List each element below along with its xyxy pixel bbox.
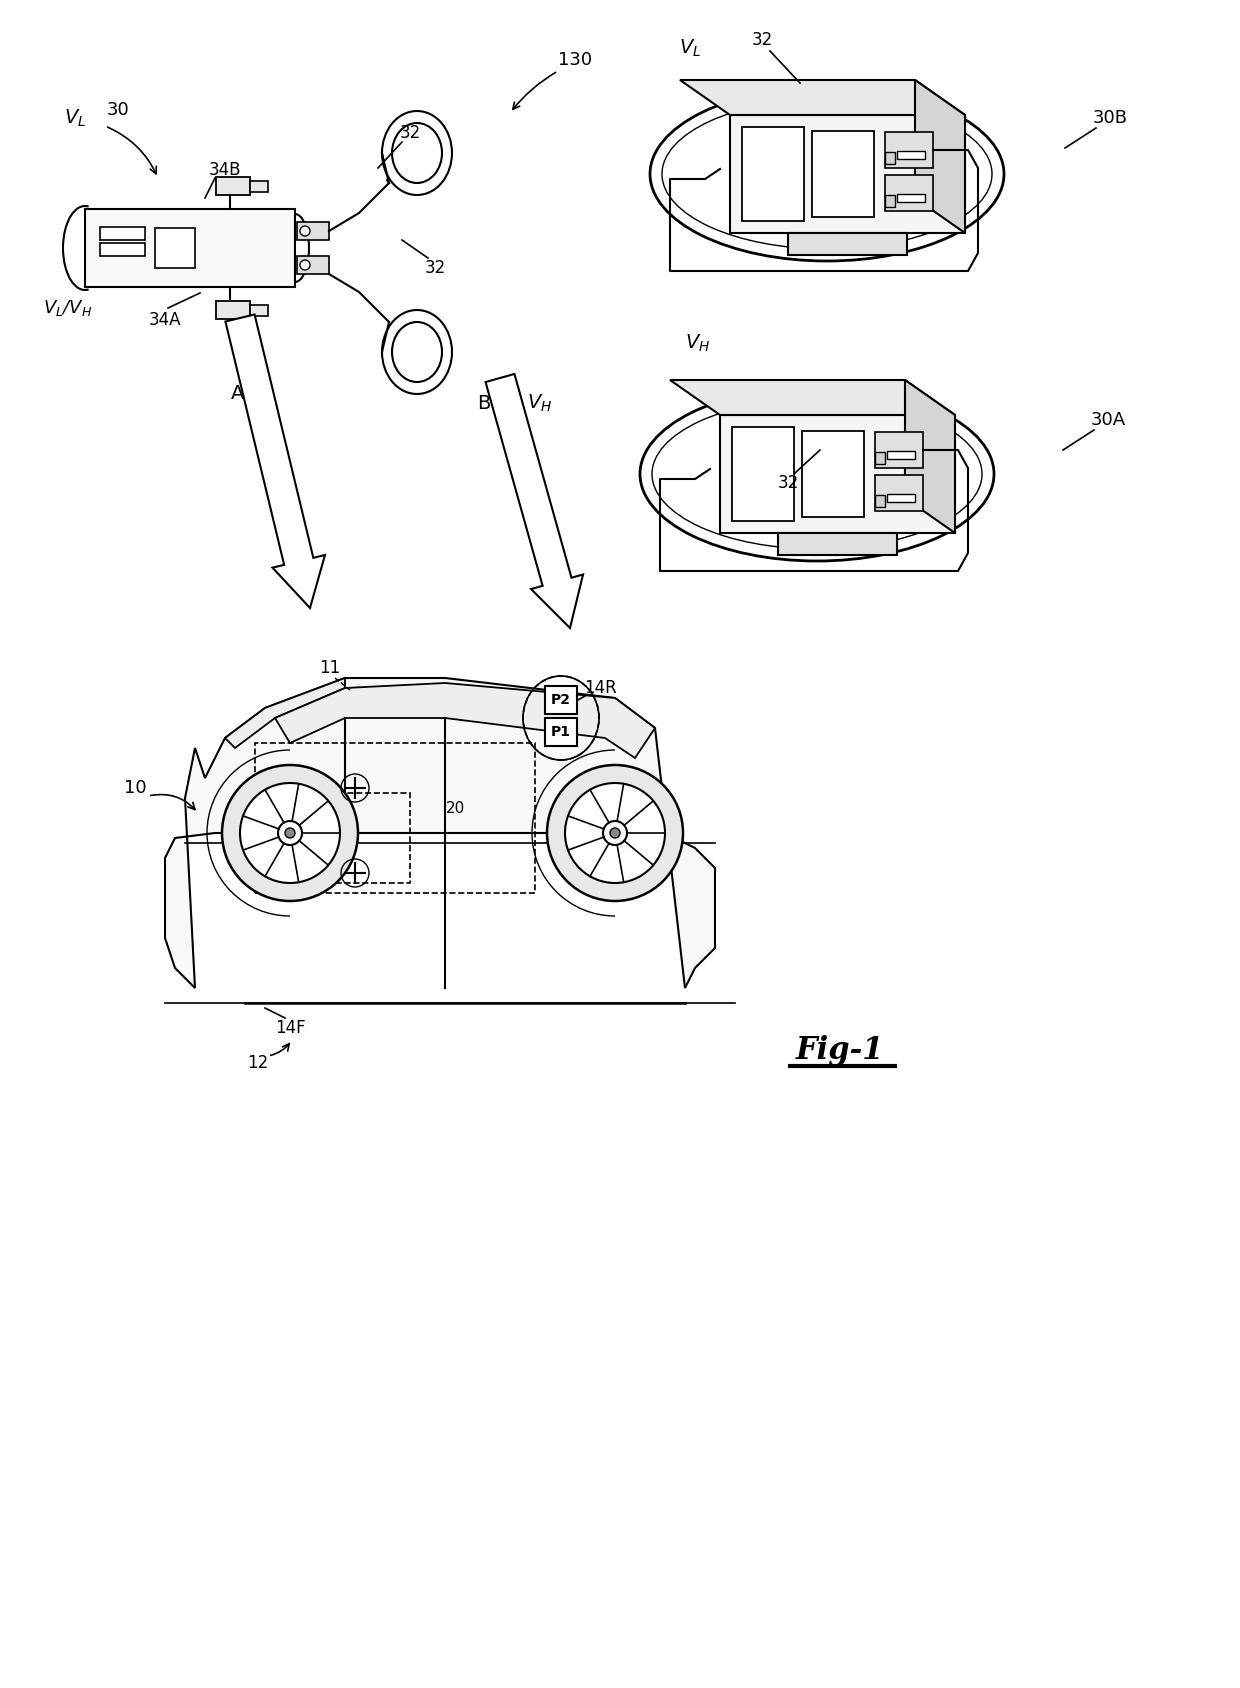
Bar [546,717,577,746]
Bar [742,127,804,221]
Ellipse shape [603,820,627,846]
Bar [216,177,250,196]
Bar [250,181,268,192]
Bar [885,176,932,211]
Polygon shape [777,533,897,555]
Bar [887,451,915,459]
Text: 14F: 14F [275,1020,305,1036]
Bar [100,226,145,240]
Text: 22: 22 [310,836,330,851]
Text: 20: 20 [445,800,465,815]
Bar [155,228,195,268]
Bar [897,194,925,203]
Text: $V_L$: $V_L$ [64,108,86,128]
Ellipse shape [241,783,340,883]
Text: $V_L$/$V_H$: $V_L$/$V_H$ [43,299,93,317]
Polygon shape [224,679,345,748]
Text: 32: 32 [424,258,445,277]
Bar [897,150,925,159]
Ellipse shape [285,829,295,837]
Polygon shape [905,380,955,533]
Text: 30B: 30B [1092,110,1127,127]
Text: 10: 10 [124,778,146,797]
Text: 30A: 30A [1090,410,1126,429]
Text: 32: 32 [751,30,773,49]
Text: 32: 32 [399,123,420,142]
Bar [100,243,145,257]
Text: 32: 32 [777,474,799,491]
Text: Fig-1: Fig-1 [796,1035,884,1065]
Ellipse shape [300,226,310,236]
Text: P2: P2 [551,694,570,707]
Bar [216,300,250,319]
Text: 14R: 14R [584,679,616,697]
Ellipse shape [392,322,441,381]
Bar [885,196,895,208]
Text: 34B: 34B [208,160,242,179]
Polygon shape [680,79,965,115]
Polygon shape [226,314,325,608]
Text: 12: 12 [247,1053,269,1072]
Bar [885,132,932,169]
Polygon shape [86,209,295,287]
Polygon shape [915,79,965,233]
Text: 30: 30 [107,101,129,118]
Text: A: A [232,383,244,402]
Ellipse shape [278,820,303,846]
Bar [875,432,923,468]
Text: B: B [477,393,491,412]
Bar [875,474,923,511]
Bar [875,452,885,464]
Polygon shape [720,415,955,533]
Bar [298,257,329,273]
Bar [812,132,874,218]
Ellipse shape [382,311,453,393]
Ellipse shape [222,765,358,901]
Text: $V_H$: $V_H$ [527,392,553,414]
Ellipse shape [392,123,441,182]
Ellipse shape [382,111,453,196]
Text: 130: 130 [558,51,591,69]
Bar [250,306,268,316]
Ellipse shape [662,100,992,250]
Polygon shape [787,233,906,255]
Bar [802,430,864,517]
Ellipse shape [610,829,620,837]
Ellipse shape [565,783,665,883]
Bar [546,685,577,714]
Polygon shape [275,684,655,758]
Polygon shape [730,115,965,233]
Bar [732,427,794,522]
Bar [255,743,534,893]
Ellipse shape [300,260,310,270]
Ellipse shape [547,765,683,901]
Text: $V_L$: $V_L$ [680,37,701,59]
Text: 11: 11 [320,658,341,677]
Text: 34A: 34A [149,311,181,329]
Bar [265,793,410,883]
Ellipse shape [652,398,982,549]
Bar [298,223,329,240]
Bar [875,495,885,506]
Bar [885,152,895,164]
Text: $V_H$: $V_H$ [686,333,711,354]
Polygon shape [486,375,583,628]
Polygon shape [165,679,715,987]
Polygon shape [670,380,955,415]
Text: P1: P1 [551,726,570,739]
Bar [887,495,915,501]
